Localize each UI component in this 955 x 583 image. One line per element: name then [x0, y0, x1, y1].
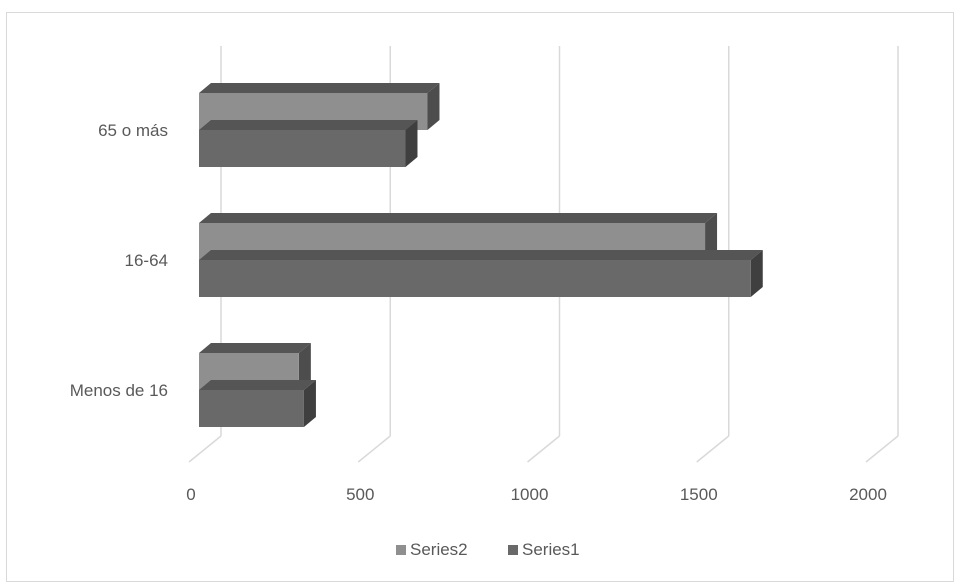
bar-series2-side [427, 83, 440, 130]
bar-series1-top [199, 120, 418, 130]
bar-series1-top [199, 380, 316, 390]
bar-series1-side [750, 250, 763, 297]
gridline-floor [527, 435, 560, 463]
legend-swatch [396, 545, 406, 555]
chart-area [6, 12, 954, 582]
legend-label: Series2 [410, 540, 468, 559]
legend-swatch [508, 545, 518, 555]
x-tick-label: 500 [346, 485, 374, 504]
bar-series2-side [705, 213, 718, 260]
gridline-floor [696, 435, 730, 463]
x-tick-label: 1500 [680, 485, 718, 504]
bar-series1 [199, 130, 406, 167]
y-category-label: Menos de 16 [70, 381, 168, 400]
bar-series2-top [199, 343, 311, 353]
bar-series1 [199, 260, 751, 297]
bar-series1-side [405, 120, 418, 167]
x-tick-label: 2000 [849, 485, 887, 504]
bar-series1-top [199, 250, 763, 260]
bars [199, 83, 763, 427]
bar-series1-side [303, 380, 316, 427]
gridline-floor [188, 435, 222, 463]
bar-series2-side [298, 343, 311, 390]
axis-labels: 0 500 1000 1500 2000 Menos de 16 16-64 65 o más [70, 121, 887, 504]
bar-series1 [199, 390, 304, 427]
gridline-floor [865, 435, 899, 463]
bar-series2-top [199, 213, 718, 223]
x-tick-label: 0 [186, 485, 195, 504]
bar-series2-top [199, 83, 440, 93]
legend: Series2 Series1 [396, 540, 580, 559]
x-tick-label: 1000 [511, 485, 549, 504]
y-category-label: 16-64 [125, 251, 168, 270]
gridline-floor [357, 435, 391, 463]
y-category-label: 65 o más [98, 121, 168, 140]
legend-label: Series1 [522, 540, 580, 559]
